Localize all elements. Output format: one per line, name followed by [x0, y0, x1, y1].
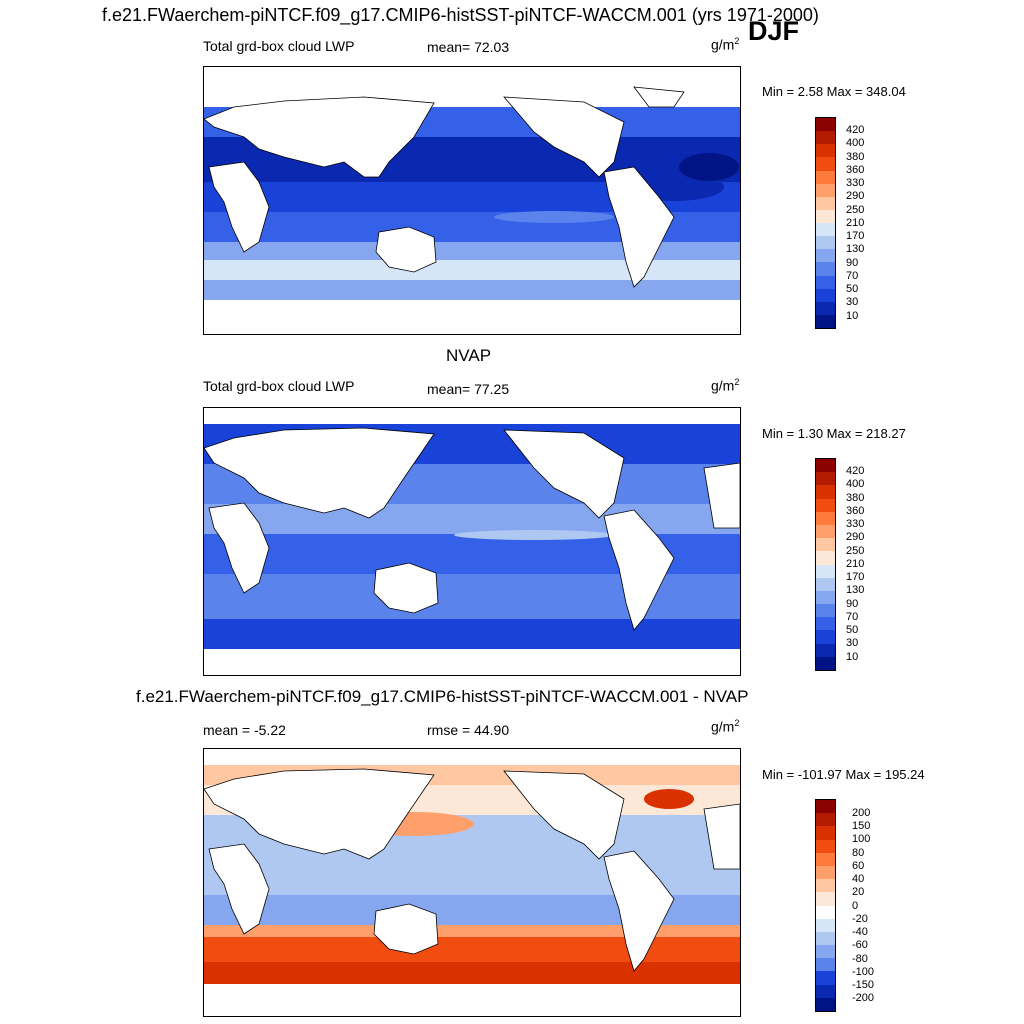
panel2-colorbar-tick: 360	[846, 505, 865, 517]
panel3-title: f.e21.FWaerchem-piNTCF.f09_g17.CMIP6-his…	[136, 687, 749, 706]
panel1-mean: mean= 72.03	[427, 39, 510, 55]
panel2-mean: mean= 77.25	[427, 381, 510, 397]
panel3-colorbar-tick: -200	[852, 992, 875, 1004]
panel1-map-field	[204, 67, 740, 334]
panel1-colorbar-tick: 400	[846, 137, 865, 149]
panel3-colorbar	[815, 799, 836, 1012]
panel3-colorbar-tick: 200	[852, 807, 871, 819]
figure-title: f.e21.FWaerchem-piNTCF.f09_g17.CMIP6-his…	[102, 5, 819, 25]
panel3-colorbar-tick: -20	[852, 913, 868, 925]
continent-outlines	[204, 86, 685, 288]
panel1-map	[203, 66, 741, 335]
panel3-colorbar-tick: -80	[852, 953, 868, 965]
panel3-colorbar-tick: -150	[852, 979, 875, 991]
panel3-colorbar-tick: 20	[852, 886, 865, 898]
panel1-colorbar-tick: 70	[846, 270, 859, 282]
panel2-colorbar-tick: 420	[846, 465, 865, 477]
panel3-mean: mean = -5.22	[203, 722, 286, 738]
panel2-minmax: Min = 1.30 Max = 218.27	[762, 426, 906, 441]
panel2-colorbar-tick: 290	[846, 531, 865, 543]
panel2-colorbar-tick: 50	[846, 624, 859, 636]
panel2-title: NVAP	[446, 346, 492, 365]
panel3-colorbar-tick: 80	[852, 847, 865, 859]
panel1-colorbar-tick: 50	[846, 283, 859, 295]
panel2-colorbar-tick: 10	[846, 651, 859, 663]
panel3-colorbar-tick: 0	[852, 900, 859, 912]
panel1-colorbar-tick: 250	[846, 204, 865, 216]
panel2-map-field	[204, 408, 740, 675]
panel1-colorbar-tick: 130	[846, 243, 865, 255]
panel1-colorbar-tick: 380	[846, 151, 865, 163]
panel1-colorbar-tick: 290	[846, 190, 865, 202]
panel3-rmse: rmse = 44.90	[427, 722, 510, 738]
panel2-colorbar-tick: 90	[846, 598, 859, 610]
panel2-colorbar-tick: 380	[846, 492, 865, 504]
panel1-colorbar-tick: 10	[846, 310, 859, 322]
panel2-colorbar-tick: 170	[846, 571, 865, 583]
panel3-minmax: Min = -101.97 Max = 195.24	[762, 767, 925, 782]
continent-outlines	[204, 768, 740, 972]
panel3-colorbar-tick: 40	[852, 873, 865, 885]
panel2-colorbar-tick: 210	[846, 558, 865, 570]
panel2-units: g/m2	[711, 377, 740, 394]
panel3-colorbar-tick: -40	[852, 926, 868, 938]
panel2-colorbar-tick: 30	[846, 637, 859, 649]
panel2-colorbar-tick: 250	[846, 545, 865, 557]
panel2-colorbar	[815, 458, 836, 671]
continent-outlines	[204, 427, 740, 631]
panel1-colorbar-tick: 90	[846, 257, 859, 269]
panel2-map	[203, 407, 741, 676]
season-label: DJF	[748, 16, 800, 46]
panel2-variable-label: Total grd-box cloud LWP	[203, 378, 355, 394]
panel1-variable-label: Total grd-box cloud LWP	[203, 38, 355, 54]
panel1-colorbar-tick: 330	[846, 177, 865, 189]
panel3-map-field	[204, 749, 740, 1016]
panel3-units: g/m2	[711, 718, 740, 735]
panel1-colorbar-tick: 30	[846, 296, 859, 308]
panel2-colorbar-tick: 130	[846, 584, 865, 596]
panel3-colorbar-tick: 100	[852, 833, 871, 845]
panel3-map	[203, 748, 741, 1017]
panel3-colorbar-tick: -100	[852, 966, 875, 978]
panel1-units: g/m2	[711, 36, 740, 53]
panel3-colorbar-tick: -60	[852, 939, 868, 951]
panel1-colorbar-tick: 210	[846, 217, 865, 229]
panel3-colorbar-tick: 60	[852, 860, 865, 872]
panel1-minmax: Min = 2.58 Max = 348.04	[762, 84, 906, 99]
panel2-colorbar-tick: 70	[846, 611, 859, 623]
panel2-colorbar-tick: 400	[846, 478, 865, 490]
panel1-colorbar	[815, 117, 836, 329]
panel1-colorbar-tick: 360	[846, 164, 865, 176]
panel1-colorbar-tick: 420	[846, 124, 865, 136]
panel1-colorbar-tick: 170	[846, 230, 865, 242]
panel2-colorbar-tick: 330	[846, 518, 865, 530]
panel3-colorbar-tick: 150	[852, 820, 871, 832]
